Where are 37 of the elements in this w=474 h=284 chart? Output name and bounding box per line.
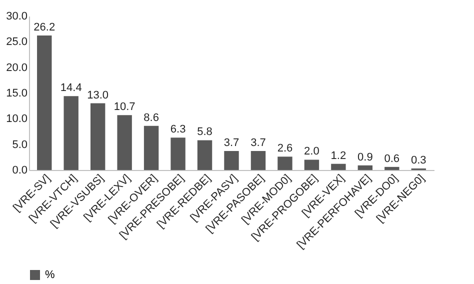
data-label: 14.4 xyxy=(60,82,82,94)
y-tick-label: 10.0 xyxy=(6,113,28,126)
legend-label: % xyxy=(45,269,55,281)
bar xyxy=(384,166,400,170)
bar xyxy=(170,138,186,170)
y-tick-label: 5.0 xyxy=(12,138,28,151)
data-label: 2.0 xyxy=(304,146,320,158)
data-label: 0.9 xyxy=(358,151,373,164)
bar xyxy=(331,164,346,170)
data-label: 2.6 xyxy=(277,142,293,155)
bar xyxy=(64,96,78,170)
y-tick-label: 30.0 xyxy=(6,10,28,22)
data-label: 5.8 xyxy=(197,126,212,138)
bar xyxy=(144,126,159,170)
bar xyxy=(37,36,52,170)
data-label: 0.6 xyxy=(384,152,400,165)
data-label: 6.3 xyxy=(170,124,186,136)
data-label: 26.2 xyxy=(34,22,56,34)
bar xyxy=(304,160,320,170)
data-label: 10.7 xyxy=(114,101,136,114)
data-label: 3.7 xyxy=(250,137,266,150)
data-label: 8.6 xyxy=(144,112,159,124)
data-label: 0.3 xyxy=(410,154,426,166)
bar xyxy=(224,151,239,170)
bar xyxy=(278,156,292,170)
bar xyxy=(250,151,266,170)
y-tick-label: 0.0 xyxy=(12,164,28,176)
y-tick-label: 20.0 xyxy=(6,62,28,74)
bar xyxy=(197,140,212,170)
data-label: 1.2 xyxy=(330,150,346,162)
data-label: 3.7 xyxy=(224,137,240,150)
y-tick-label: 15.0 xyxy=(6,88,28,100)
y-tick-label: 25.0 xyxy=(6,36,28,48)
data-label: 13.0 xyxy=(87,89,109,102)
bar xyxy=(117,115,132,170)
bar xyxy=(358,165,373,170)
bar xyxy=(90,103,106,170)
